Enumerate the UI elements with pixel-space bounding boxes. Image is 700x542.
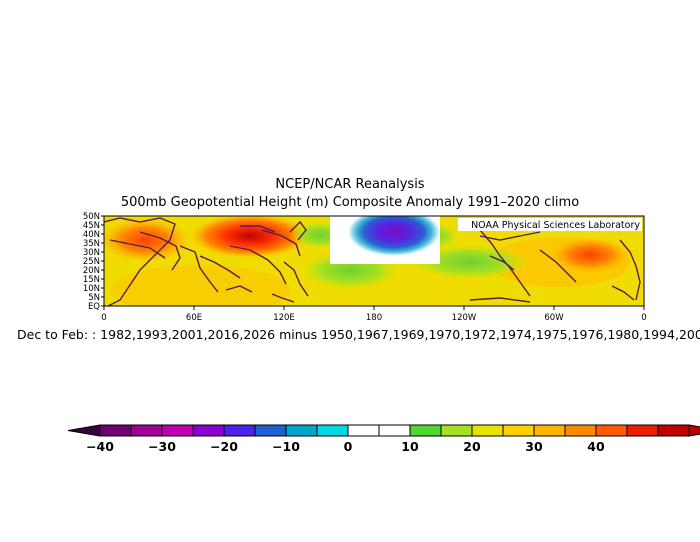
lat-label: 30N [83, 248, 100, 258]
colorbar-box [626, 424, 659, 437]
title-line1: NCEP/NCAR Reanalysis [275, 177, 425, 192]
title-line2: 500mb Geopotential Height (m) Composite … [120, 195, 580, 210]
colorbar-box [285, 424, 318, 437]
lon-label: 120W [452, 313, 477, 323]
colorbar-tick-label: 30 [525, 439, 543, 454]
colorbar-box [316, 424, 349, 437]
lat-label: 20N [83, 266, 100, 276]
colorbar-tick-label: 10 [401, 439, 419, 454]
lat-label: 10N [83, 284, 100, 294]
colorbar-box [502, 424, 535, 437]
lon-label: 0 [101, 313, 106, 323]
composite-caption: Dec to Feb: : 1982,1993,2001,2016,2026 m… [17, 327, 700, 342]
credit-box [458, 218, 642, 231]
colorbar-box [471, 424, 504, 437]
anomaly-map: NOAA Physical Sciences Laboratory 50N45N… [83, 212, 647, 323]
colorbar-box [657, 424, 690, 437]
colorbar-box [254, 424, 287, 437]
lat-label: 35N [83, 239, 100, 249]
land-outlines [104, 217, 641, 306]
colorbar-tick-label: 20 [463, 439, 481, 454]
lat-label: 25N [83, 257, 100, 267]
colorbar-box [378, 424, 411, 437]
axis-ticks [101, 215, 645, 310]
lon-labels: 0 60E 120E 180 120W 60W 0 [101, 313, 646, 323]
colorbar-box [564, 424, 597, 437]
colorbar-box [192, 424, 225, 437]
credit-label: NOAA Physical Sciences Laboratory [471, 220, 640, 231]
colorbar-box [595, 424, 628, 437]
lon-label: 60E [186, 313, 202, 323]
colorbar-left-arrow [67, 424, 101, 437]
colorbar-box [347, 424, 380, 437]
lat-label: EQ [88, 302, 100, 312]
colorbar-box [440, 424, 473, 437]
lat-label: 5N [88, 293, 100, 303]
lat-label: 50N [83, 212, 100, 222]
colorbar-tick-label: −20 [210, 439, 238, 454]
lat-label: 15N [83, 275, 100, 285]
lon-label: 60W [544, 313, 564, 323]
colorbar-tick-label: 0 [344, 439, 353, 454]
lat-label: 40N [83, 230, 100, 240]
colorbar-tick-label: −40 [86, 439, 114, 454]
colorbar-tick-label: −10 [272, 439, 300, 454]
lon-label: 120E [273, 313, 295, 323]
colorbar-box [409, 424, 442, 437]
colorbar-box [99, 424, 132, 437]
colorbar-tick-label: −30 [148, 439, 176, 454]
colorbar-box [130, 424, 163, 437]
colorbar-tick-label: 40 [587, 439, 605, 454]
colorbar-right-arrow [688, 424, 700, 437]
colorbar-box [161, 424, 194, 437]
lon-label: 0 [641, 313, 646, 323]
colorbar-box [533, 424, 566, 437]
colorbar-box [223, 424, 256, 437]
lat-label: 45N [83, 221, 100, 231]
lon-label: 180 [366, 313, 382, 323]
